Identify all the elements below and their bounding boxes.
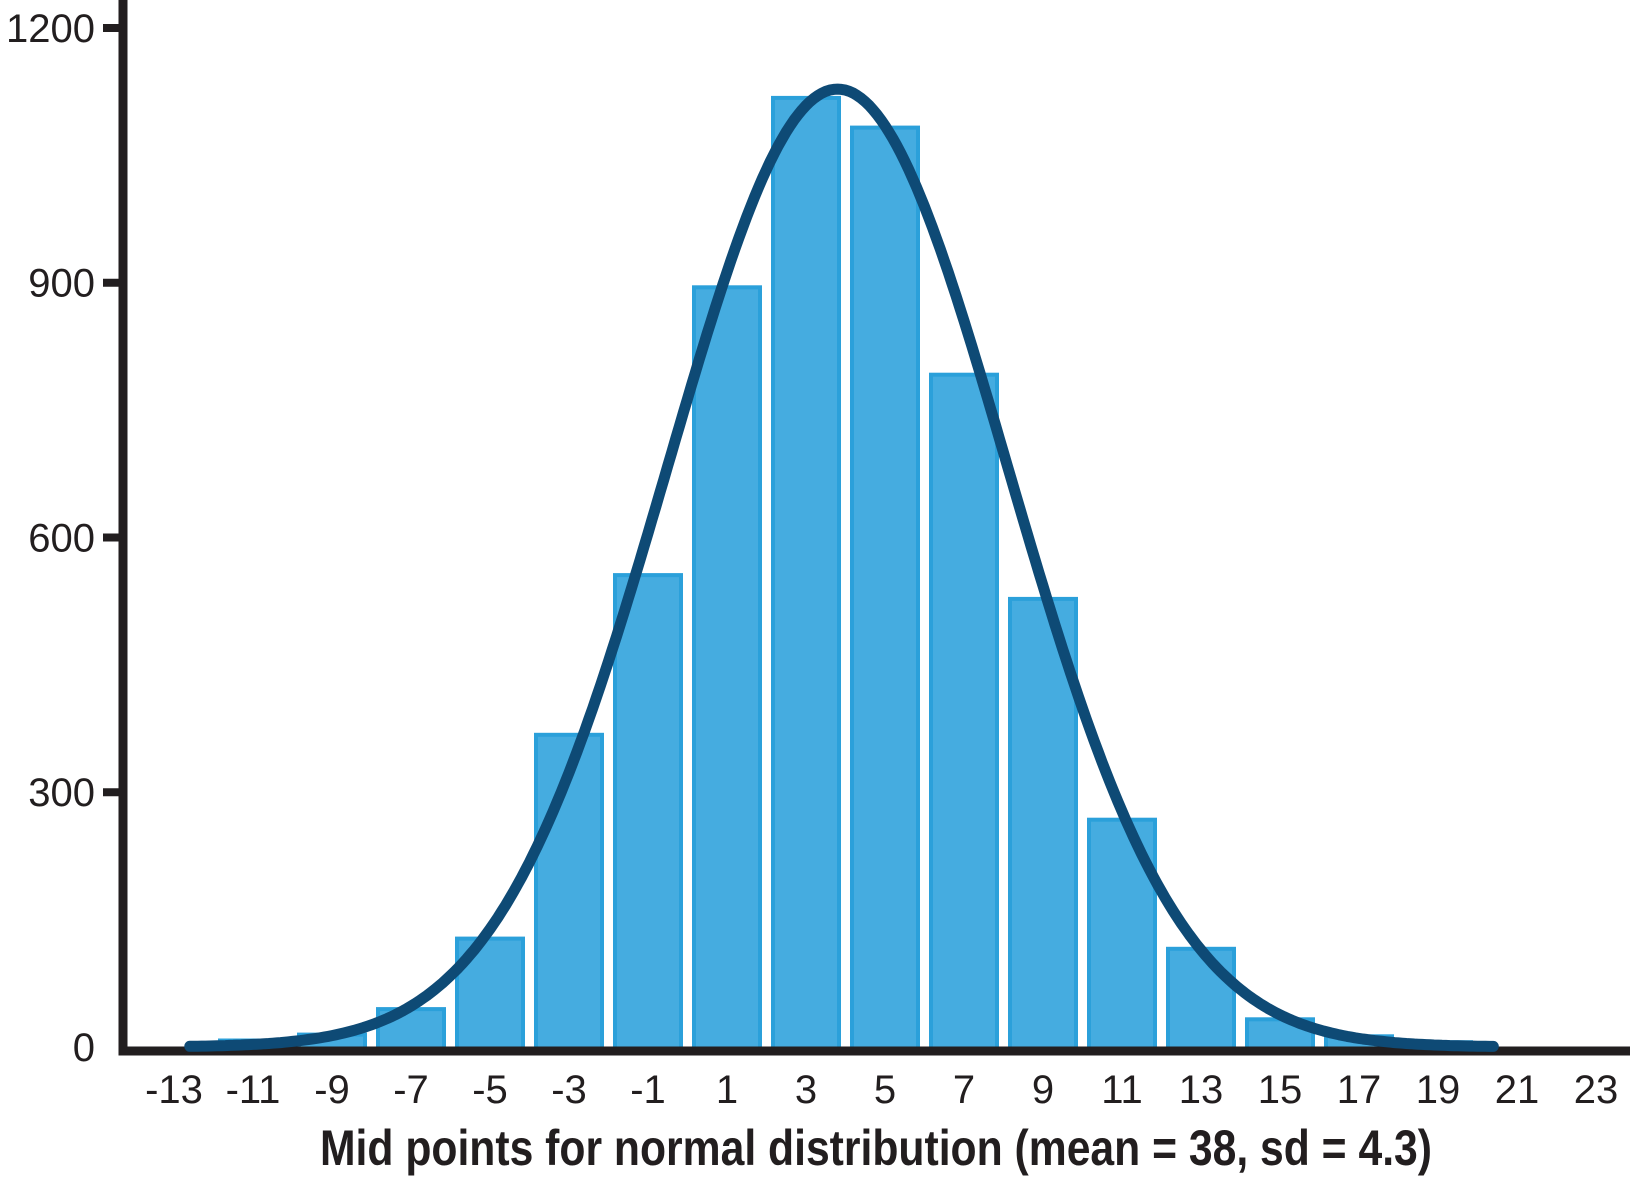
x-tick-label: 15 — [1258, 1068, 1303, 1112]
x-tick-label: 5 — [874, 1068, 896, 1112]
x-tick-label: -3 — [551, 1068, 587, 1112]
x-tick-label: -11 — [226, 1068, 281, 1112]
y-tick-label: 600 — [28, 517, 95, 561]
x-tick-label: -13 — [145, 1068, 203, 1112]
axes — [118, 0, 1630, 1056]
normal-curve-path — [184, 83, 1499, 1052]
x-tick-label: -9 — [314, 1068, 350, 1112]
x-tick-label: -5 — [472, 1068, 508, 1112]
x-tick-label: 19 — [1416, 1068, 1461, 1112]
histogram-bar — [613, 573, 683, 1055]
x-tick-label: 3 — [795, 1068, 817, 1112]
x-tick-label: 9 — [1032, 1068, 1054, 1112]
x-tick-label: 11 — [1101, 1068, 1143, 1112]
y-tick-label: 0 — [73, 1026, 95, 1070]
histogram-bar — [1166, 946, 1236, 1055]
histogram-bar — [1008, 596, 1078, 1056]
x-tick-label: 7 — [953, 1068, 975, 1112]
x-axis-title: Mid points for normal distribution (mean… — [320, 1120, 1432, 1176]
x-tick-label: -7 — [393, 1068, 429, 1112]
x-tick-label: 1 — [716, 1068, 738, 1112]
y-tick-label: 1200 — [6, 7, 95, 51]
histogram-bar — [692, 285, 762, 1055]
y-tick-label: 900 — [28, 262, 95, 306]
x-tick-label: 21 — [1495, 1068, 1540, 1112]
x-tick-label: 13 — [1179, 1068, 1224, 1112]
histogram-bar — [771, 95, 841, 1055]
x-tick-label: -1 — [630, 1068, 666, 1112]
x-tick-label: 17 — [1337, 1068, 1382, 1112]
normal-curve — [184, 83, 1499, 1052]
x-tick-label: 23 — [1574, 1068, 1619, 1112]
histogram-bar — [850, 125, 920, 1056]
y-tick-label: 300 — [28, 771, 95, 815]
histogram-bar — [929, 372, 999, 1055]
y-axis-ticks-and-labels: 0 300 600 900 1200 — [6, 7, 120, 1070]
x-axis-labels: -13 -11 -9 -7 -5 -3 -1 1 3 5 7 9 11 13 15 17 19 21 23 — [145, 1068, 1618, 1112]
